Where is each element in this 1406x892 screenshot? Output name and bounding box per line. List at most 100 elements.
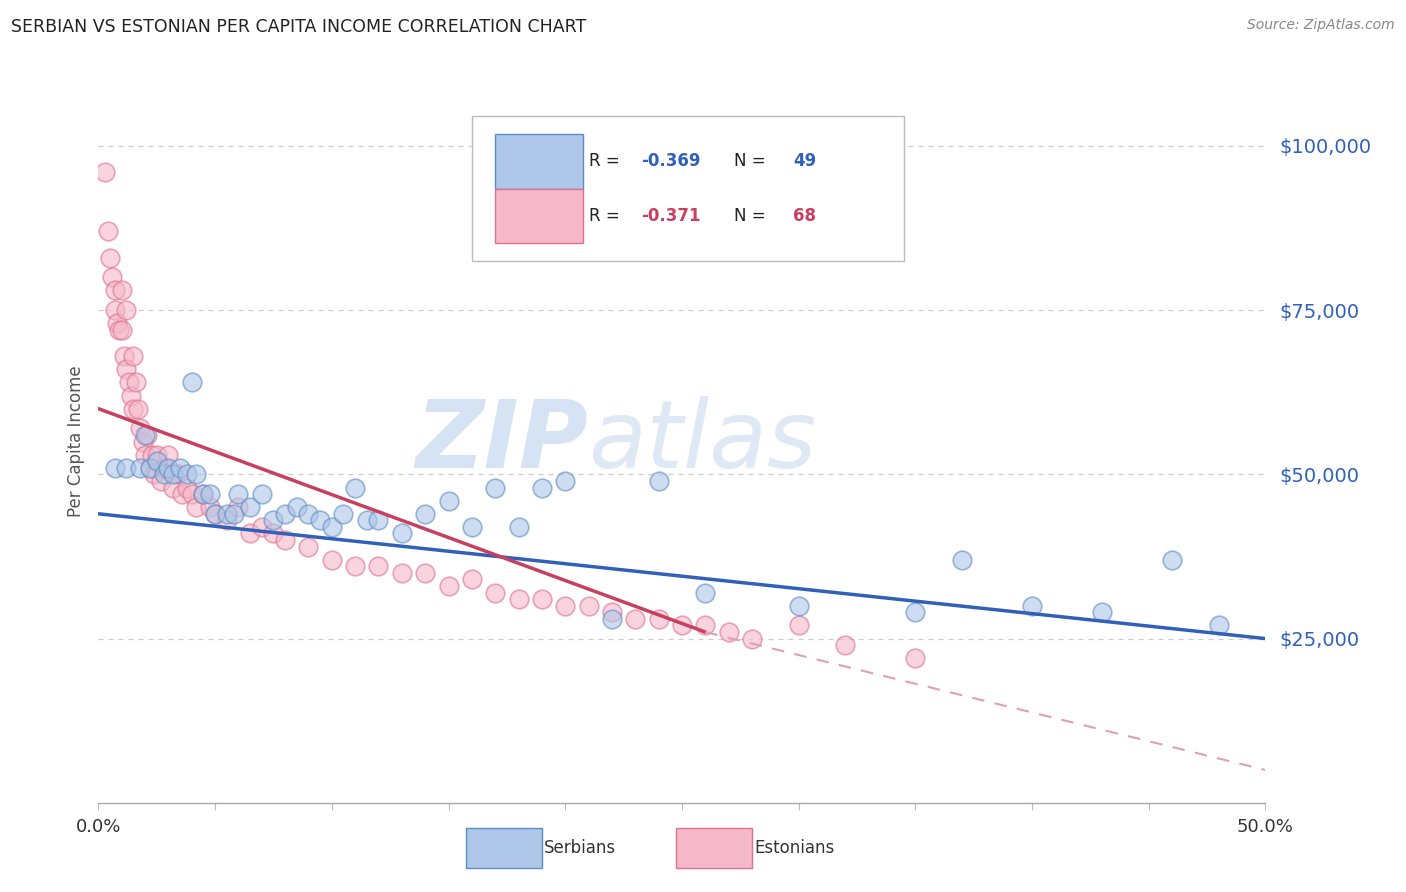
Point [717,625,740,640]
Point [125,376,148,390]
Point [950,553,973,567]
Point [508,520,530,534]
Point [180,376,202,390]
Point [413,566,436,580]
Point [193,487,215,501]
Point [484,585,506,599]
Point [239,500,262,515]
Text: 49: 49 [793,153,815,170]
Point [108,323,131,337]
Point [671,618,693,632]
Point [112,349,135,363]
Point [139,460,162,475]
Point [437,493,460,508]
Point [104,460,127,475]
Point [1021,599,1043,613]
Text: R =: R = [589,153,624,170]
Point [600,605,623,619]
Point [129,421,152,435]
Point [111,323,134,337]
Point [787,618,810,632]
Point [122,349,145,363]
FancyBboxPatch shape [495,135,582,189]
Point [600,612,623,626]
Point [461,520,484,534]
Point [204,507,226,521]
Text: 68: 68 [793,207,815,225]
Text: N =: N = [734,207,772,225]
Point [139,460,162,475]
Point [115,362,138,376]
Text: atlas: atlas [589,396,817,487]
Point [169,460,191,475]
Point [262,513,284,527]
Text: Estonians: Estonians [754,839,835,857]
Point [146,454,169,468]
Point [787,599,810,613]
Text: Source: ZipAtlas.com: Source: ZipAtlas.com [1247,18,1395,32]
Point [530,592,553,607]
Point [647,612,669,626]
Point [647,474,669,488]
Point [120,388,142,402]
Point [104,284,127,298]
Point [904,651,927,665]
Point [222,507,245,521]
Text: R =: R = [589,207,624,225]
Point [136,428,159,442]
Point [437,579,460,593]
Point [134,428,156,442]
Point [367,513,389,527]
Text: -0.369: -0.369 [641,153,700,170]
Point [172,487,194,501]
Point [554,599,576,613]
Point [262,526,284,541]
Point [94,165,117,179]
Point [162,467,184,482]
Point [186,500,208,515]
Point [166,467,188,482]
Point [101,270,124,285]
Point [200,500,222,515]
FancyBboxPatch shape [495,189,582,243]
Text: Serbians: Serbians [544,839,616,857]
Point [344,559,367,574]
Point [413,507,436,521]
Point [332,507,354,521]
Point [461,573,484,587]
Text: -0.371: -0.371 [641,207,700,225]
Point [143,467,166,482]
Point [391,526,413,541]
Point [1208,618,1230,632]
Point [157,448,180,462]
Point [508,592,530,607]
Point [129,460,152,475]
Point [132,434,155,449]
Point [193,487,215,501]
Point [150,474,173,488]
Point [309,513,332,527]
Point [105,316,128,330]
Point [904,605,927,619]
Point [344,481,367,495]
Text: SERBIAN VS ESTONIAN PER CAPITA INCOME CORRELATION CHART: SERBIAN VS ESTONIAN PER CAPITA INCOME CO… [11,18,586,36]
Point [695,618,717,632]
Point [321,553,343,567]
Point [98,251,121,265]
Point [554,474,576,488]
Point [176,481,198,495]
Point [250,487,273,501]
Point [141,448,163,462]
Point [118,376,141,390]
Point [200,487,222,501]
Point [152,467,174,482]
Point [104,303,127,318]
Point [285,500,308,515]
Point [624,612,647,626]
Point [1091,605,1114,619]
Point [122,401,145,416]
Point [204,507,226,521]
FancyBboxPatch shape [472,117,904,260]
Point [180,487,202,501]
Point [321,520,343,534]
